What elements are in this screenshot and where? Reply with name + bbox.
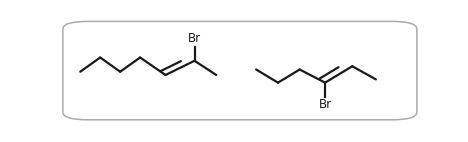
FancyBboxPatch shape [63, 21, 417, 120]
Text: Br: Br [319, 98, 332, 111]
Text: Br: Br [188, 33, 201, 45]
